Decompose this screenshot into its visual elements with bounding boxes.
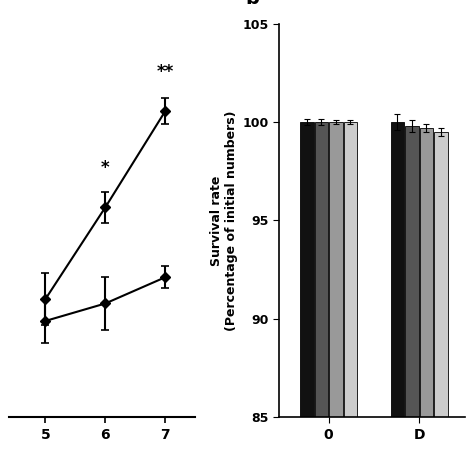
Bar xyxy=(315,122,328,417)
Bar xyxy=(419,128,433,417)
Y-axis label: Survival rate
(Percentage of initial numbers): Survival rate (Percentage of initial num… xyxy=(210,110,238,331)
Text: *: * xyxy=(101,159,109,177)
Bar xyxy=(434,132,448,417)
Bar xyxy=(329,122,343,417)
Bar xyxy=(405,126,419,417)
Bar xyxy=(300,122,314,417)
Bar xyxy=(344,122,357,417)
Text: **: ** xyxy=(156,63,174,81)
Text: b: b xyxy=(246,0,259,8)
Bar xyxy=(391,122,404,417)
